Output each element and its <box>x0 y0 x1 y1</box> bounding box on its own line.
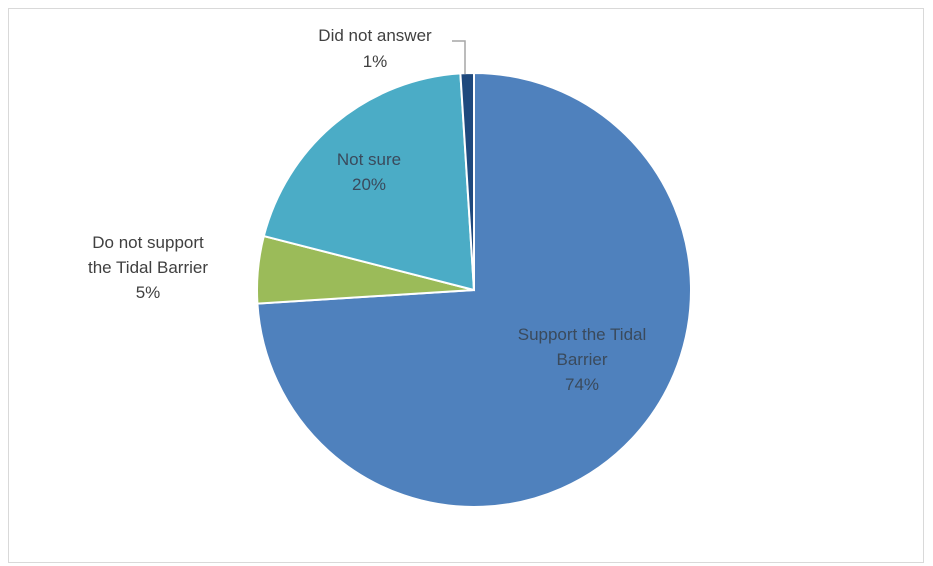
slice-label-line: Do not support <box>92 233 204 252</box>
slice-label-did-not-answer: Did not answer 1% <box>318 26 432 71</box>
slice-label-support: Support the Tidal Barrier 74% <box>518 325 647 394</box>
slice-label-line: Barrier <box>556 350 607 369</box>
slice-percent-label: 1% <box>363 52 388 71</box>
slice-label-not-sure: Not sure 20% <box>337 150 401 194</box>
slice-label-do-not-support: Do not support the Tidal Barrier 5% <box>88 233 208 302</box>
leader-line-did-not-answer <box>452 40 466 74</box>
slice-label-line: the Tidal Barrier <box>88 258 208 277</box>
slice-label-line: Not sure <box>337 150 401 169</box>
slice-label-line: Support the Tidal <box>518 325 647 344</box>
slice-percent-label: 5% <box>136 283 161 302</box>
pie-slice-did-not-answer <box>459 71 475 291</box>
slice-percent-label: 74% <box>565 375 599 394</box>
pie-slice-not-sure <box>262 72 476 292</box>
slice-percent-label: 20% <box>352 175 386 194</box>
slice-label-line: Did not answer <box>318 26 432 45</box>
